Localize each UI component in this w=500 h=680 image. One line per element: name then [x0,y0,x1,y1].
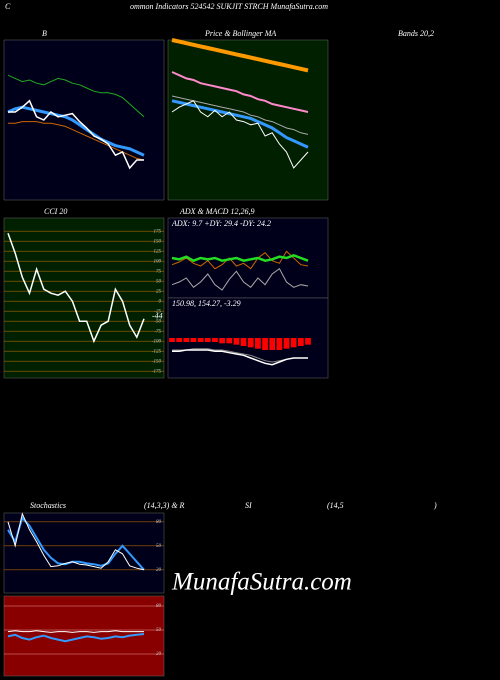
series-line [7,630,144,633]
histogram-bar [283,338,290,349]
series-line [171,95,309,135]
y-tick-label: -25 [154,309,161,314]
y-tick-label: 175 [154,229,162,234]
y-tick-label: -50 [154,319,161,324]
panel [3,39,165,201]
histogram-bar [233,338,240,345]
y-tick-label: -150 [152,359,162,364]
series-line [7,515,145,571]
series-line [7,105,145,157]
y-tick-label: 20 [156,652,162,657]
y-tick-label: 50 [156,628,162,633]
panel-title: Stochastics [30,501,66,510]
y-tick-label: 50 [156,279,162,284]
histogram-bar [176,338,183,342]
y-tick-label: -125 [152,349,162,354]
panel-title: ADX & MACD 12,26,9 [179,207,254,216]
y-tick-label: 25 [156,289,162,294]
panel-title: B [42,29,47,38]
panel [167,39,329,201]
histogram-bar [226,338,233,344]
series-line [171,100,309,169]
y-tick-label: 150 [154,239,162,244]
header-c: C [5,2,11,11]
panel-title: (14,5 [327,501,344,510]
panel-title: Bands 20,2 [398,29,434,38]
panel-info: 150.98, 154.27, -3.29 [172,299,241,308]
y-tick-label: -100 [152,339,162,344]
panel-info: ADX: 9.7 +DY: 29.4 -DY: 24.2 [171,219,271,228]
histogram-bar [219,338,225,344]
y-tick-label: 125 [154,249,162,254]
series-line [171,99,309,149]
y-tick-label: 20 [156,568,162,573]
panel-title: CCI 20 [44,207,67,216]
histogram-bar [183,338,190,342]
y-tick-label: 80 [156,520,162,525]
histogram-bar [269,338,276,350]
panel [3,217,165,379]
series-line [7,633,145,643]
histogram-bar [297,338,304,346]
y-tick-label: 80 [156,604,162,609]
series-line [8,121,145,161]
series-line [171,253,309,263]
series-line [7,74,145,118]
histogram-bar [305,338,311,345]
histogram-bar [197,338,204,342]
y-tick-label: 50 [156,544,162,549]
series-line [7,232,145,344]
series-line [171,250,309,270]
last-value-label: -44 [152,312,163,321]
panel-title: SI [245,501,252,510]
histogram-bar [247,338,254,348]
y-tick-label: 0 [159,299,162,304]
histogram-bar [169,338,175,342]
histogram-bar [240,338,247,346]
header: ommon Indicators 524542 SUKJIT STRCH Mun… [130,2,328,11]
series-line [7,512,145,571]
panel-title: (14,3,3) & R [144,501,185,510]
panel-title: ) [433,501,437,510]
series-line [171,38,309,73]
watermark: MunafaSutra.com [171,569,352,596]
y-tick-label: -175 [152,369,162,374]
series-line [171,71,309,113]
series-line [172,349,308,366]
histogram-bar [212,338,218,342]
histogram-bar [290,338,297,348]
y-tick-label: 100 [154,259,162,264]
panel-title: Price & Bollinger MA [204,29,276,38]
y-tick-label: -75 [154,329,161,334]
histogram-bar [255,338,261,349]
series-line [8,99,144,170]
histogram-bar [190,338,197,342]
histogram-bar [262,338,268,350]
histogram-bar [204,338,211,342]
histogram-bar [276,338,283,350]
y-tick-label: 75 [156,269,162,274]
series-line [171,267,309,291]
